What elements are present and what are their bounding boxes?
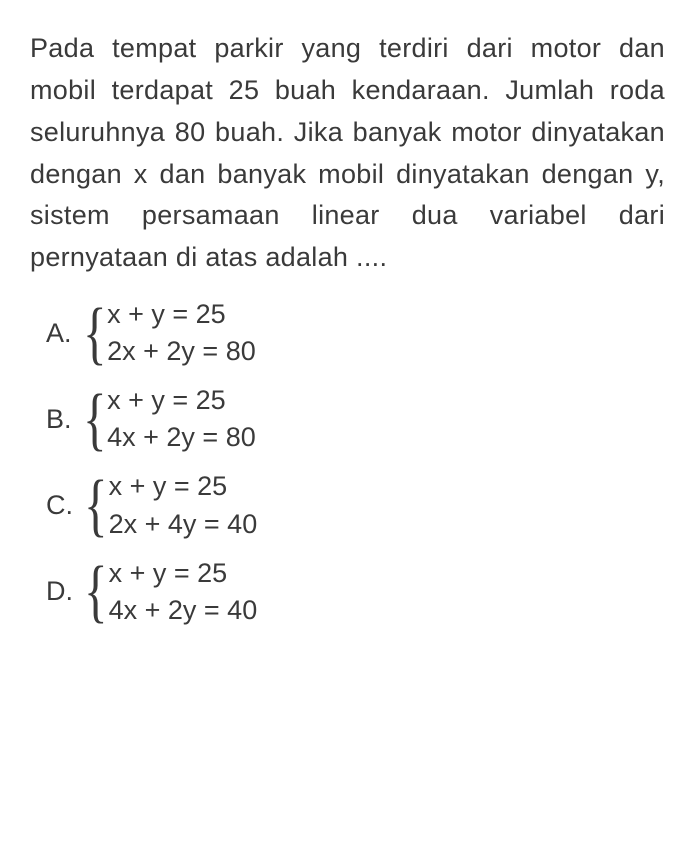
equation-1: x + y = 25	[109, 556, 258, 591]
option-d[interactable]: D. { x + y = 25 4x + 2y = 40	[46, 556, 665, 628]
equation-system: { x + y = 25 2x + 4y = 40	[85, 469, 257, 541]
option-c[interactable]: C. { x + y = 25 2x + 4y = 40	[46, 469, 665, 541]
option-b[interactable]: B. { x + y = 25 4x + 2y = 80	[46, 383, 665, 455]
equations: x + y = 25 4x + 2y = 80	[107, 383, 256, 455]
left-brace-icon: {	[83, 302, 107, 365]
equation-1: x + y = 25	[107, 383, 256, 418]
equation-system: { x + y = 25 4x + 2y = 80	[84, 383, 256, 455]
equations: x + y = 25 4x + 2y = 40	[109, 556, 258, 628]
equation-1: x + y = 25	[107, 297, 256, 332]
equation-1: x + y = 25	[109, 469, 258, 504]
option-label: A.	[46, 318, 74, 349]
option-label: D.	[46, 576, 75, 607]
equations: x + y = 25 2x + 4y = 40	[109, 469, 258, 541]
equations: x + y = 25 2x + 2y = 80	[107, 297, 256, 369]
equation-system: { x + y = 25 4x + 2y = 40	[85, 556, 257, 628]
left-brace-icon: {	[83, 388, 107, 451]
option-label: C.	[46, 490, 75, 521]
equation-2: 4x + 2y = 40	[109, 593, 258, 628]
options-list: A. { x + y = 25 2x + 2y = 80 B. { x + y …	[30, 297, 665, 628]
option-label: B.	[46, 404, 74, 435]
equation-2: 2x + 4y = 40	[109, 507, 258, 542]
equation-2: 2x + 2y = 80	[107, 334, 256, 369]
left-brace-icon: {	[84, 560, 108, 623]
equation-system: { x + y = 25 2x + 2y = 80	[84, 297, 256, 369]
question-text: Pada tempat parkir yang terdiri dari mot…	[30, 28, 665, 279]
equation-2: 4x + 2y = 80	[107, 420, 256, 455]
option-a[interactable]: A. { x + y = 25 2x + 2y = 80	[46, 297, 665, 369]
left-brace-icon: {	[84, 474, 108, 537]
